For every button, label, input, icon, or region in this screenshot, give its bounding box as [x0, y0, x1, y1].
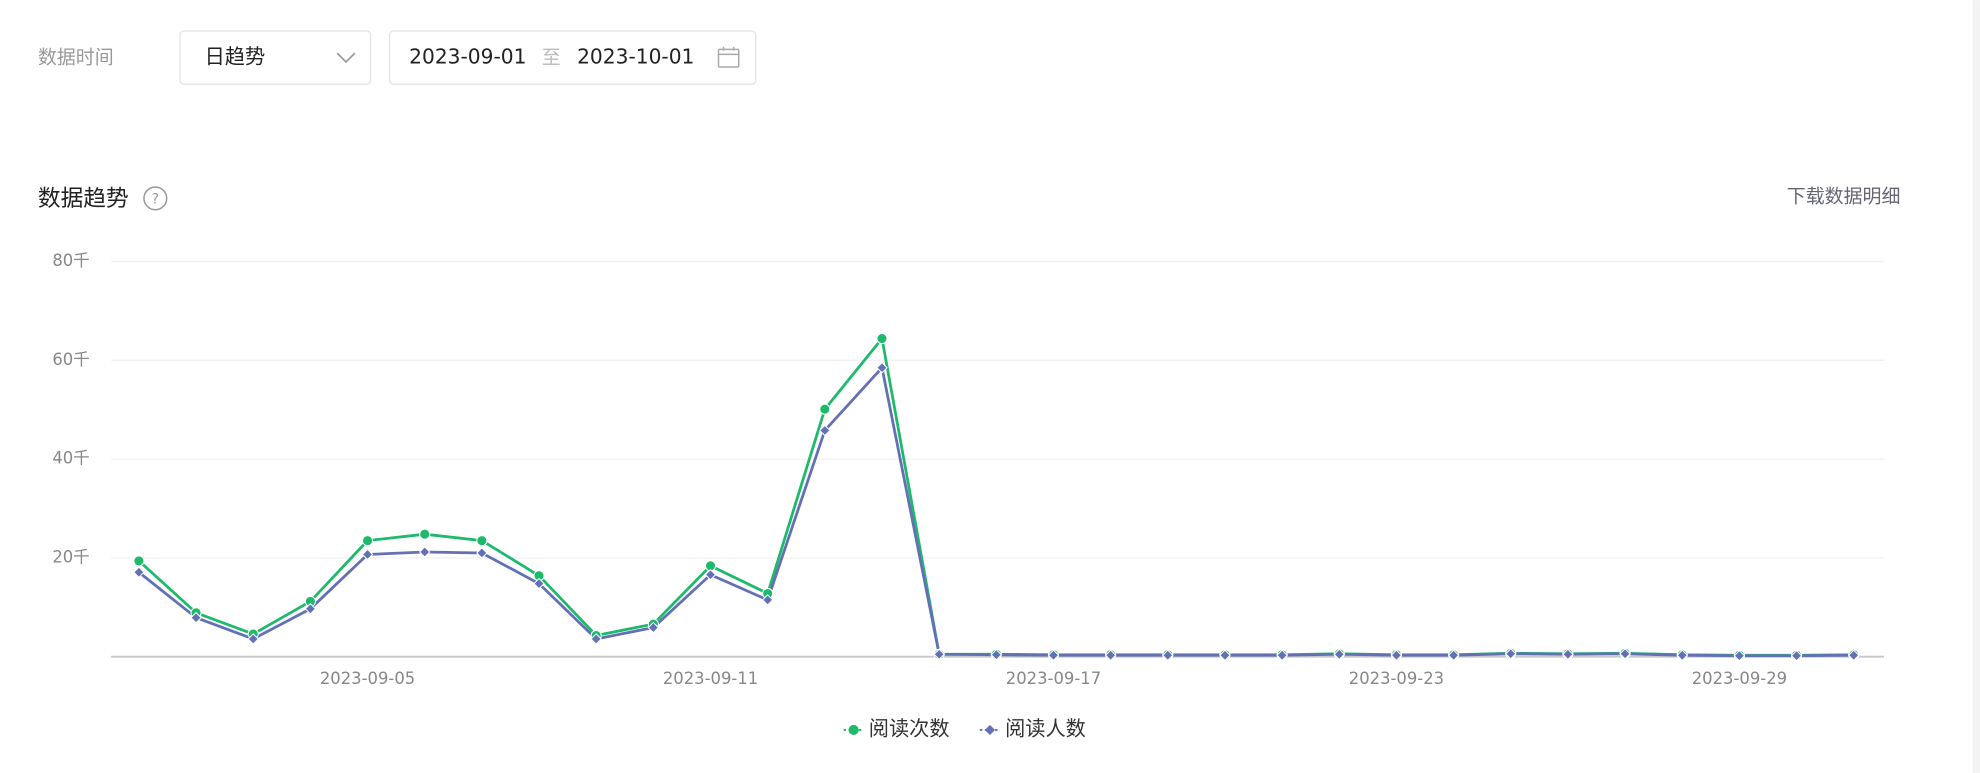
date-separator: 至 [542, 47, 561, 69]
x-tick-label: 2023-09-05 [320, 669, 415, 688]
granularity-select[interactable]: 日趋势 [179, 30, 372, 85]
svg-text:?: ? [152, 192, 159, 208]
point [1447, 649, 1460, 662]
point [1504, 648, 1517, 660]
point [761, 594, 774, 606]
date-range[interactable]: 2023-09-01 至 2023-10-01 [388, 30, 757, 85]
y-tick-label: 40千 [52, 449, 89, 468]
point [1047, 649, 1060, 662]
select-value[interactable]: 日趋势 [205, 45, 266, 69]
legend-marker[interactable] [984, 724, 996, 736]
point [876, 333, 888, 345]
point [704, 568, 717, 581]
series-line [137, 335, 1854, 657]
point [1847, 649, 1860, 662]
point [1162, 649, 1174, 662]
point [133, 555, 145, 567]
chevron-icon[interactable] [336, 52, 356, 64]
point [590, 633, 602, 645]
point [1219, 649, 1231, 662]
date-box[interactable] [388, 30, 757, 85]
point [647, 621, 660, 634]
point [1333, 648, 1346, 661]
y-tick-label: 80千 [52, 251, 89, 270]
select-box[interactable] [179, 30, 372, 85]
point [1276, 649, 1288, 662]
point [476, 547, 488, 559]
point [533, 577, 545, 590]
point [1676, 649, 1689, 662]
point [418, 546, 431, 558]
filter-label: 数据时间 [38, 47, 114, 69]
point [876, 361, 888, 374]
point [933, 648, 945, 661]
section-title: 数据趋势 [38, 186, 129, 212]
point [1562, 648, 1574, 661]
x-tick-label: 2023-09-11 [663, 669, 758, 688]
point [1733, 649, 1746, 662]
scrollbar [1972, 0, 1980, 773]
point [190, 611, 202, 624]
x-tick-label: 2023-09-23 [1349, 669, 1444, 688]
legend-item[interactable]: 阅读次数 [843, 716, 950, 740]
plot: 20千 40千 60千 80千 2023-09-05 2023-09-11 2023-09-… [52, 251, 1885, 688]
y-tick-label: 60千 [52, 350, 89, 369]
y-tick-label: 20千 [52, 547, 89, 566]
point [819, 424, 831, 437]
start-date[interactable]: 2023-09-01 [409, 45, 526, 69]
point [1619, 648, 1631, 660]
point [304, 603, 317, 615]
point [819, 403, 831, 415]
point [476, 535, 488, 547]
series-line [138, 364, 1854, 658]
help-icon[interactable]: ? [143, 186, 168, 211]
legend-marker[interactable] [848, 724, 859, 736]
x-tick-label: 2023-09-29 [1692, 669, 1787, 688]
point [133, 566, 145, 579]
x-tick-label: 2023-09-17 [1006, 669, 1101, 688]
legend-item[interactable]: 阅读人数 [979, 716, 1086, 740]
download-link[interactable]: 下载数据明细 [1787, 186, 1901, 208]
legend-label[interactable]: 阅读人数 [1005, 716, 1086, 740]
legend-label[interactable]: 阅读次数 [869, 716, 950, 740]
point [1790, 649, 1803, 662]
end-date[interactable]: 2023-10-01 [577, 45, 694, 69]
calendar-icon[interactable] [717, 46, 740, 68]
point [361, 548, 374, 561]
point [1104, 649, 1117, 662]
point [419, 528, 431, 540]
point [990, 648, 1003, 661]
point [1390, 649, 1403, 662]
point [247, 633, 259, 645]
point [361, 535, 374, 547]
